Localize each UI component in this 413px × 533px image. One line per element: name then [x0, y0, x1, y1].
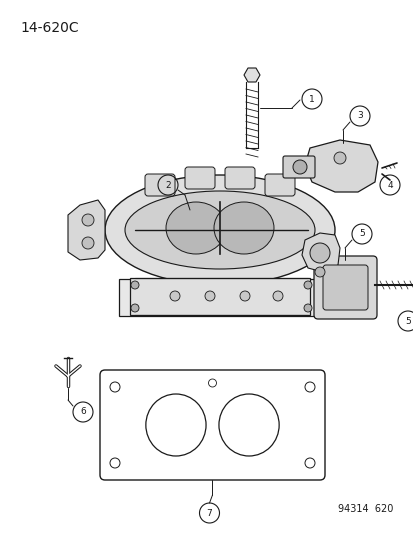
FancyBboxPatch shape [145, 174, 175, 196]
Text: 1: 1 [309, 94, 314, 103]
Circle shape [131, 304, 139, 312]
Circle shape [314, 267, 324, 277]
Circle shape [204, 291, 214, 301]
Circle shape [131, 281, 139, 289]
Ellipse shape [166, 202, 225, 254]
Ellipse shape [214, 202, 273, 254]
Circle shape [110, 458, 120, 468]
FancyBboxPatch shape [119, 279, 320, 316]
FancyBboxPatch shape [185, 167, 214, 189]
Circle shape [333, 152, 345, 164]
FancyBboxPatch shape [282, 156, 314, 178]
Circle shape [309, 243, 329, 263]
Text: 7: 7 [206, 508, 212, 518]
Polygon shape [68, 200, 105, 260]
Circle shape [304, 458, 314, 468]
FancyBboxPatch shape [264, 174, 294, 196]
Polygon shape [130, 278, 309, 315]
Circle shape [170, 291, 180, 301]
Text: 2: 2 [165, 181, 171, 190]
Ellipse shape [105, 175, 334, 285]
Text: 5: 5 [404, 317, 410, 326]
Circle shape [82, 214, 94, 226]
Circle shape [304, 382, 314, 392]
Circle shape [303, 281, 311, 289]
Circle shape [272, 291, 282, 301]
FancyBboxPatch shape [322, 265, 367, 310]
Text: 3: 3 [356, 111, 362, 120]
Circle shape [292, 160, 306, 174]
Polygon shape [304, 140, 377, 192]
Polygon shape [243, 68, 259, 82]
Text: 4: 4 [386, 181, 392, 190]
Text: 6: 6 [80, 408, 85, 416]
Circle shape [110, 382, 120, 392]
Text: 94314  620: 94314 620 [337, 504, 392, 514]
Ellipse shape [145, 394, 206, 456]
Ellipse shape [218, 394, 278, 456]
FancyBboxPatch shape [313, 256, 376, 319]
Circle shape [82, 237, 94, 249]
Circle shape [240, 291, 249, 301]
Circle shape [208, 379, 216, 387]
Polygon shape [301, 233, 339, 272]
FancyBboxPatch shape [224, 167, 254, 189]
Circle shape [303, 304, 311, 312]
Text: 14-620C: 14-620C [21, 21, 79, 35]
Text: 5: 5 [358, 230, 364, 238]
FancyBboxPatch shape [100, 370, 324, 480]
Ellipse shape [125, 191, 314, 269]
